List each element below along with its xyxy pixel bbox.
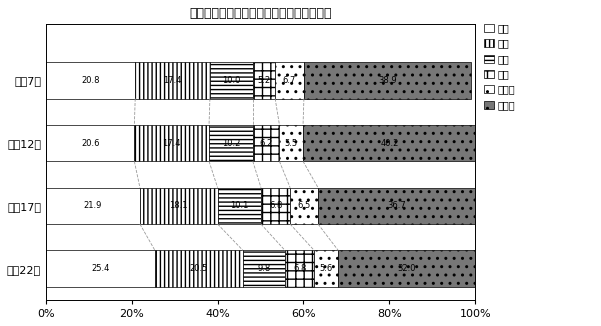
Text: 5.5: 5.5: [285, 139, 298, 148]
Text: 6.7: 6.7: [283, 76, 296, 85]
Bar: [135, 125, 209, 161]
Text: 38.9: 38.9: [378, 76, 397, 85]
Bar: [253, 62, 275, 98]
Text: 17.4: 17.4: [162, 139, 181, 148]
Text: 32.0: 32.0: [398, 264, 416, 273]
Bar: [218, 188, 261, 224]
Bar: [243, 250, 285, 287]
Bar: [285, 250, 314, 287]
Bar: [279, 125, 303, 161]
Bar: [135, 62, 210, 98]
Text: 21.9: 21.9: [84, 201, 102, 210]
Bar: [290, 188, 318, 224]
Text: 40.2: 40.2: [380, 139, 398, 148]
Text: 6.8: 6.8: [269, 201, 282, 210]
Text: 5.6: 5.6: [320, 264, 333, 273]
Text: 9.8: 9.8: [257, 264, 270, 273]
Bar: [318, 188, 475, 224]
Bar: [275, 62, 304, 98]
Bar: [303, 125, 475, 161]
Text: 6.5: 6.5: [297, 201, 311, 210]
Text: 18.1: 18.1: [169, 201, 188, 210]
Bar: [46, 125, 135, 161]
Text: 6.8: 6.8: [293, 264, 307, 273]
Bar: [314, 250, 338, 287]
Text: 6.2: 6.2: [260, 139, 273, 148]
Text: 10.1: 10.1: [230, 201, 248, 210]
Text: 20.8: 20.8: [81, 76, 100, 85]
Bar: [46, 188, 140, 224]
Bar: [261, 188, 290, 224]
Bar: [155, 250, 243, 287]
Text: 20.6: 20.6: [81, 139, 99, 148]
Text: 20.5: 20.5: [190, 264, 208, 273]
Legend: 宮崎, 福岡, 東京, 熊本, 鹿児島, その他: 宮崎, 福岡, 東京, 熊本, 鹿児島, その他: [484, 23, 516, 110]
Bar: [140, 188, 218, 224]
Text: 10.2: 10.2: [222, 139, 240, 148]
Text: 5.2: 5.2: [257, 76, 270, 85]
Text: 25.4: 25.4: [91, 264, 109, 273]
Text: 17.4: 17.4: [163, 76, 182, 85]
Text: 10.0: 10.0: [222, 76, 240, 85]
Title: 本県出身者の進学先都道府県の割合の推移: 本県出身者の進学先都道府県の割合の推移: [189, 7, 332, 20]
Bar: [209, 125, 253, 161]
Text: 36.7: 36.7: [388, 201, 406, 210]
Bar: [46, 250, 155, 287]
Bar: [253, 125, 279, 161]
Bar: [46, 62, 135, 98]
Bar: [210, 62, 253, 98]
Bar: [304, 62, 471, 98]
Bar: [338, 250, 475, 287]
